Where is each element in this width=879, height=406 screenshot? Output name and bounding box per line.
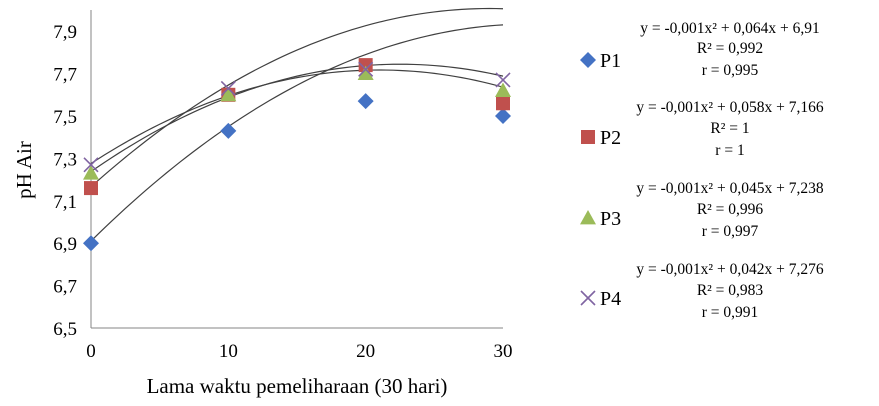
y-tick-label: 7,5 [53,107,77,128]
y-tick-label: 6,5 [53,319,77,340]
x-tick-label: 30 [494,341,513,362]
legend: P1 y = -0,001x² + 0,064x + 6,91 R² = 0,992… [580,20,824,321]
legend-label: P1 [600,50,621,72]
y-tick-label: 7,1 [53,192,77,213]
point-p1-20 [357,93,374,110]
x-tick-label: 20 [356,341,375,362]
legend-marker-p4 [580,290,596,306]
x-tick-label: 10 [219,341,238,362]
point-p2-20 [358,58,373,73]
legend-marker-p2 [581,130,595,144]
correlation-label: r = 1 [715,142,744,159]
trendline-p4 [90,69,504,164]
point-p2-0 [84,181,98,196]
legend-entry-p2: P2 y = -0,001x² + 0,058x + 7,166 R² = 1 r =… [581,99,824,159]
point-p3-30 [495,82,511,97]
point-p1-10 [220,122,237,139]
y-tick-labels: 6,5 6,7 6,9 7,1 7,3 7,5 7,7 7,9 [53,22,77,340]
r-squared-label: R² = 0,992 [697,40,763,57]
regression-equation: y = -0,001x² + 0,042x + 7,276 [636,261,823,278]
y-tick-label: 6,7 [53,277,77,298]
y-tick-label: 7,3 [53,149,77,170]
correlation-label: r = 0,995 [702,62,759,79]
trendline-p2 [90,7,504,188]
y-axis-label: pH Air [12,141,36,199]
trendline-p3 [90,63,504,173]
y-tick-label: 7,7 [53,65,77,86]
legend-label: P4 [600,288,621,310]
correlation-label: r = 0,991 [702,304,759,321]
regression-equation: y = -0,001x² + 0,058x + 7,166 [636,99,823,116]
axes [90,10,503,329]
x-axis-label: Lama waktu pemeliharaan (30 hari) [147,374,448,398]
point-p3-20 [357,65,374,80]
legend-entry-p3: P3 y = -0,001x² + 0,045x + 7,238 R² = 0,99… [580,180,824,240]
trendlines [90,7,504,242]
legend-label: P3 [600,208,621,230]
regression-equation: y = -0,001x² + 0,064x + 6,91 [640,20,819,37]
point-p2-30 [496,96,510,111]
y-tick-label: 7,9 [53,22,77,43]
r-squared-label: R² = 1 [710,120,749,137]
legend-entry-p1: P1 y = -0,001x² + 0,064x + 6,91 R² = 0,992… [580,20,820,79]
legend-marker-p3 [580,210,596,225]
point-p1-30 [495,108,511,124]
regression-equation: y = -0,001x² + 0,045x + 7,238 [636,180,823,197]
legend-marker-p1 [580,52,596,68]
point-p4-20 [358,61,374,77]
data-markers [83,58,511,252]
x-tick-labels: 0 10 20 30 [86,341,512,362]
point-p3-10 [220,86,237,102]
trendline-p1 [90,24,504,242]
y-tick-label: 6,9 [53,234,77,255]
point-p4-10 [220,80,236,97]
point-p1-0 [83,235,99,252]
x-tick-label: 0 [86,341,96,362]
r-squared-label: R² = 0,983 [697,282,764,299]
correlation-label: r = 0,997 [702,223,759,240]
point-p4-0 [83,157,99,173]
legend-label: P2 [600,127,621,149]
legend-entry-p4: P4 y = -0,001x² + 0,042x + 7,276 R² = 0,98… [580,261,824,321]
point-p3-0 [83,165,99,180]
point-p4-30 [495,72,511,88]
r-squared-label: R² = 0,996 [697,201,764,218]
